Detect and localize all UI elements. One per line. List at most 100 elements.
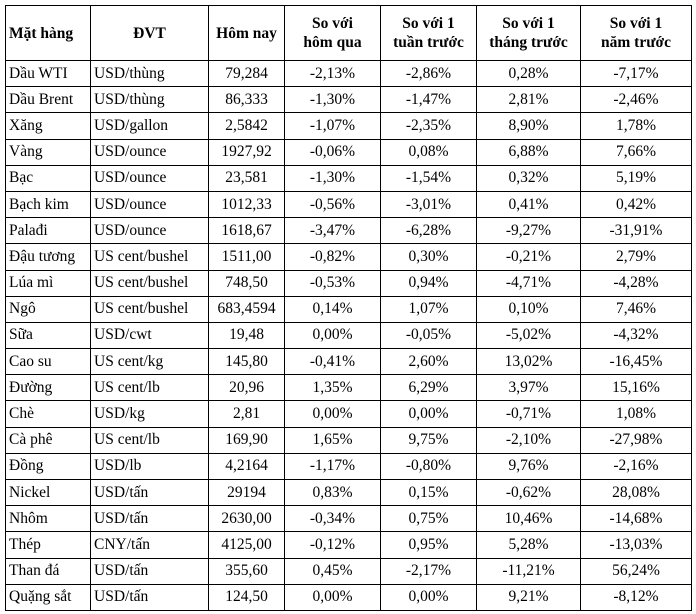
table-cell: USD/lb	[90, 452, 209, 481]
table-cell: 1927,92	[208, 138, 285, 166]
table-cell: 86,333	[208, 86, 285, 114]
table-cell: 5,28%	[476, 531, 581, 559]
table-cell: 79,284	[208, 59, 285, 88]
table-cell: 0,45%	[284, 557, 381, 585]
table-cell: 19,48	[208, 321, 285, 350]
table-cell: 56,24%	[580, 557, 692, 585]
table-cell: -4,32%	[580, 321, 692, 350]
table-cell: Vàng	[5, 138, 91, 166]
table-cell: USD/ounce	[90, 138, 209, 166]
table-cell: Đồng	[5, 452, 91, 481]
table-cell: -0,21%	[476, 243, 581, 271]
header-cell: So với 1 tháng trước	[476, 5, 581, 61]
table-cell: 0,00%	[284, 583, 381, 611]
table-cell: 0,30%	[380, 243, 477, 271]
table-cell: -0,34%	[284, 505, 381, 533]
commodity-table: Mặt hàng ĐVT Hôm nay So với hôm qua So với 1…	[5, 5, 692, 611]
table-row: Dầu Brent USD/thùng 86,333 -1,30% -1,47% 2,81…	[5, 86, 692, 114]
table-cell: -1,07%	[284, 112, 381, 140]
table-cell: Cà phê	[5, 426, 91, 454]
table-cell: 0,00%	[380, 583, 477, 611]
table-row: Đồng USD/lb 4,2164 -1,17% -0,80% 9,76% -2,16%	[5, 452, 692, 481]
table-row: Cà phê US cent/lb 169,90 1,65% 9,75% -2,10% -2…	[5, 426, 692, 454]
table-cell: 169,90	[208, 426, 285, 454]
table-cell: US cent/lb	[90, 374, 209, 402]
table-cell: Dầu Brent	[5, 86, 91, 114]
table-cell: -1,30%	[284, 164, 381, 192]
table-cell: 0,32%	[476, 164, 581, 192]
table-cell: -1,17%	[284, 452, 381, 481]
table-cell: 683,4594	[208, 295, 285, 323]
table-cell: Bạch kim	[5, 190, 91, 219]
table-row: Lúa mì US cent/bushel 748,50 -0,53% 0,94% -4,…	[5, 269, 692, 297]
table-cell: 0,42%	[580, 190, 692, 219]
table-cell: -6,28%	[380, 217, 477, 245]
table-cell: -31,91%	[580, 217, 692, 245]
table-cell: Bạc	[5, 164, 91, 192]
table-cell: Cao su	[5, 348, 91, 376]
table-cell: 0,83%	[284, 478, 381, 507]
table-cell: 0,00%	[380, 400, 477, 428]
table-cell: 1,78%	[580, 112, 692, 140]
table-cell: -7,17%	[580, 59, 692, 88]
table-cell: 1,65%	[284, 426, 381, 454]
table-cell: -1,30%	[284, 86, 381, 114]
table-cell: 29194	[208, 478, 285, 507]
table-cell: Xăng	[5, 112, 91, 140]
table-cell: -2,17%	[380, 557, 477, 585]
table-row: Nhôm USD/tấn 2630,00 -0,34% 0,75% 10,46% -14,6…	[5, 505, 692, 533]
table-cell: USD/thùng	[90, 86, 209, 114]
table-row: Xăng USD/gallon 2,5842 -1,07% -2,35% 8,90% 1,7…	[5, 112, 692, 140]
table-cell: 7,66%	[580, 138, 692, 166]
table-cell: -0,71%	[476, 400, 581, 428]
header-cell: So với 1 tuần trước	[380, 5, 477, 61]
header-cell: Mặt hàng	[5, 5, 91, 61]
table-row: Than đá USD/tấn 355,60 0,45% -2,17% -11,21% 56…	[5, 557, 692, 585]
table-cell: Sữa	[5, 321, 91, 350]
table-cell: -5,02%	[476, 321, 581, 350]
table-cell: -1,54%	[380, 164, 477, 192]
table-cell: Dầu WTI	[5, 59, 91, 88]
table-cell: Quặng sắt	[5, 583, 91, 611]
table-cell: -16,45%	[580, 348, 692, 376]
header-cell: So với 1 năm trước	[580, 5, 692, 61]
table-cell: Đậu tương	[5, 243, 91, 271]
table-cell: 0,94%	[380, 269, 477, 297]
table-row: Thép CNY/tấn 4125,00 -0,12% 0,95% 5,28% -13,03…	[5, 531, 692, 559]
table-cell: -11,21%	[476, 557, 581, 585]
table-cell: USD/ounce	[90, 190, 209, 219]
table-cell: CNY/tấn	[90, 531, 209, 559]
table-cell: 0,10%	[476, 295, 581, 323]
table-cell: 2,81	[208, 400, 285, 428]
table-body: Dầu WTI USD/thùng 79,284 -2,13% -2,86% 0,28% -…	[5, 59, 692, 611]
table-cell: -0,62%	[476, 478, 581, 507]
table-cell: 1618,67	[208, 217, 285, 245]
table-cell: -3,47%	[284, 217, 381, 245]
table-cell: Nhôm	[5, 505, 91, 533]
table-cell: 13,02%	[476, 348, 581, 376]
table-cell: -0,05%	[380, 321, 477, 350]
table-cell: -0,41%	[284, 348, 381, 376]
table-cell: 15,16%	[580, 374, 692, 402]
table-cell: 23,581	[208, 164, 285, 192]
table-cell: 2630,00	[208, 505, 285, 533]
table-row: Bạc USD/ounce 23,581 -1,30% -1,54% 0,32% 5,19%	[5, 164, 692, 192]
table-cell: 9,21%	[476, 583, 581, 611]
table-cell: 145,80	[208, 348, 285, 376]
table-cell: USD/gallon	[90, 112, 209, 140]
table-cell: -14,68%	[580, 505, 692, 533]
table-cell: 4,2164	[208, 452, 285, 481]
table-cell: 20,96	[208, 374, 285, 402]
table-cell: 0,75%	[380, 505, 477, 533]
table-cell: 0,00%	[284, 400, 381, 428]
table-cell: Thép	[5, 531, 91, 559]
table-cell: 0,15%	[380, 478, 477, 507]
table-cell: Than đá	[5, 557, 91, 585]
header-cell: Hôm nay	[208, 5, 285, 61]
table-cell: USD/kg	[90, 400, 209, 428]
table-cell: 2,60%	[380, 348, 477, 376]
table-cell: US cent/kg	[90, 348, 209, 376]
table-cell: -0,80%	[380, 452, 477, 481]
header-row: Mặt hàng ĐVT Hôm nay So với hôm qua So với 1…	[5, 5, 692, 61]
